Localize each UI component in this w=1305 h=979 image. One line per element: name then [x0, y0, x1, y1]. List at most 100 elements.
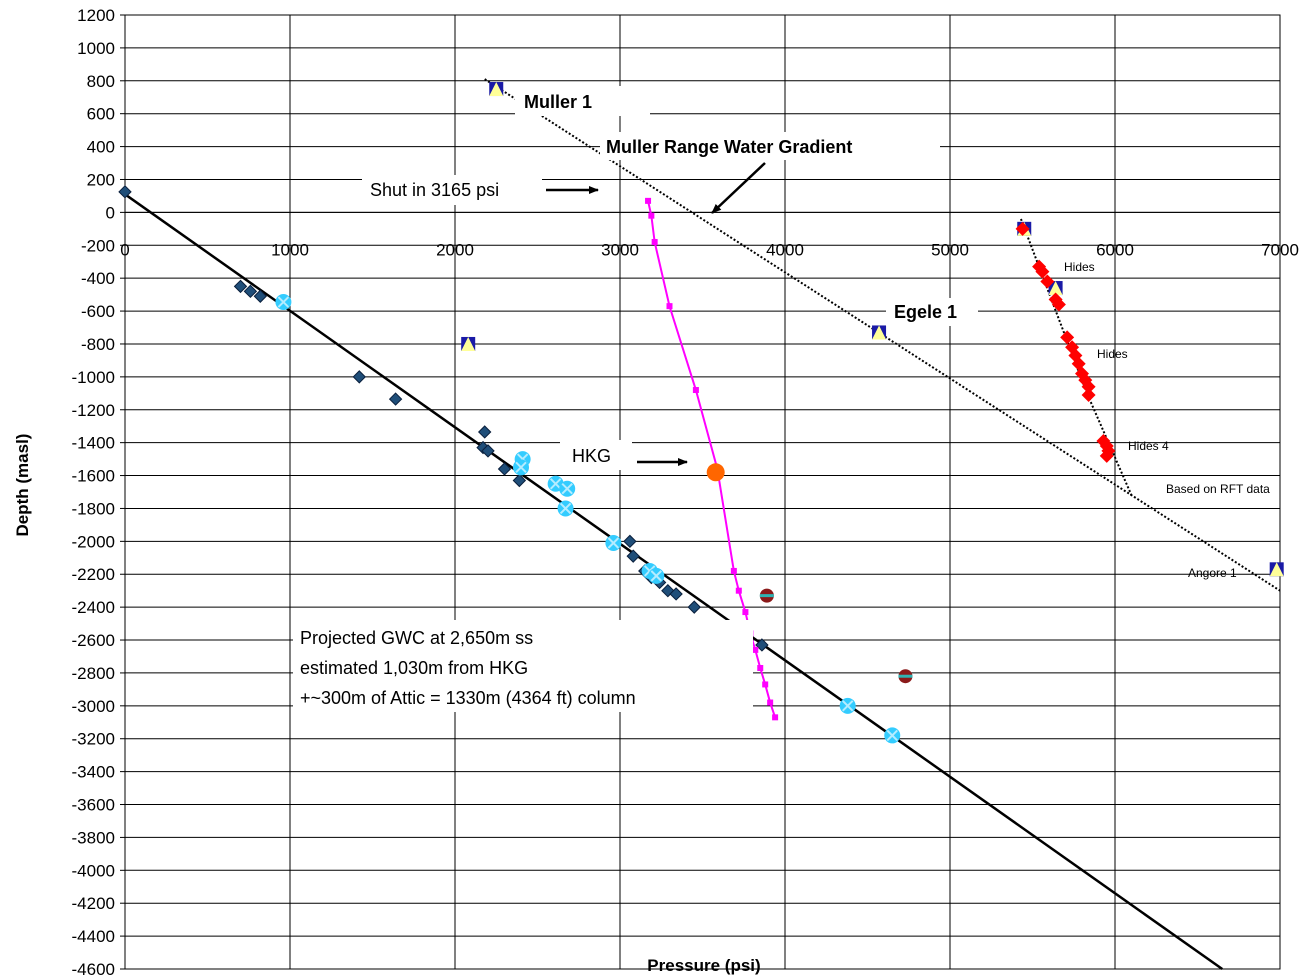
- maroon-circle-point: [898, 669, 913, 684]
- y-tick-label: -400: [81, 269, 115, 288]
- x-tick-label: 6000: [1096, 240, 1134, 259]
- hides-label-1: Hides: [1064, 260, 1095, 274]
- navy-diamond-point: [243, 284, 258, 299]
- magenta-square-point: [651, 238, 658, 245]
- gwc-note-line-2: estimated 1,030m from HKG: [300, 658, 528, 678]
- red-diamond-point: [1099, 448, 1114, 463]
- magenta-square-point: [666, 303, 673, 310]
- y-axis-title: Depth (masl): [13, 434, 32, 537]
- navy-diamond-point: [755, 638, 769, 652]
- navy-diamond-point: [626, 549, 640, 563]
- magenta-square-point: [762, 681, 769, 688]
- x-tick-label: 7000: [1261, 240, 1299, 259]
- x-tick-label: 2000: [436, 240, 474, 259]
- hkg-label-box: HKG: [560, 440, 632, 470]
- egele-label: Egele 1: [894, 302, 957, 322]
- hkg-label: HKG: [572, 446, 611, 466]
- cyan-x-circle-point: [557, 500, 574, 517]
- mrwg-arrow: [711, 162, 766, 214]
- gwc-note-line-3: +~300m of Attic = 1330m (4364 ft) column: [300, 688, 636, 708]
- y-tick-label: -2400: [72, 598, 115, 617]
- y-tick-label: -1200: [72, 401, 115, 420]
- hides-label-2: Hides: [1097, 347, 1128, 361]
- y-tick-label: -3200: [72, 730, 115, 749]
- red-diamond-point: [1051, 297, 1066, 312]
- regional-gradient-line: [124, 193, 1223, 971]
- x-tick-labels: 0 1000 2000 3000 4000 5000 6000 7000: [120, 240, 1299, 259]
- red-diamond-point: [1035, 264, 1050, 279]
- y-tick-label: -3800: [72, 828, 115, 847]
- x-tick-label: 1000: [271, 240, 309, 259]
- magenta-square-point: [742, 609, 749, 616]
- y-tick-label: -2200: [72, 565, 115, 584]
- y-tick-label: 0: [106, 203, 115, 222]
- y-tick-labels: 1200 1000 800 600 400 200 0 -200 -400 -600 -800 -10…: [72, 6, 115, 979]
- y-tick-label: -3600: [72, 796, 115, 815]
- navy-diamond-point: [388, 392, 403, 406]
- red-diamond-point: [1060, 330, 1075, 345]
- y-tick-label: 800: [87, 72, 115, 91]
- rft-label: Based on RFT data: [1166, 482, 1270, 496]
- muller1-label-box: Muller 1: [515, 86, 650, 116]
- angore-label: Angore 1: [1188, 566, 1237, 580]
- y-tick-label: -2600: [72, 631, 115, 650]
- plot-area-border: [124, 14, 1281, 970]
- y-tick-label: -600: [81, 302, 115, 321]
- cyan-x-circle-point: [559, 480, 576, 497]
- muller1-label: Muller 1: [524, 92, 592, 112]
- magenta-square-point: [772, 714, 779, 721]
- y-tick-label: -4200: [72, 894, 115, 913]
- magenta-square-point: [752, 646, 759, 653]
- magenta-square-point: [730, 567, 737, 574]
- data-points: [118, 82, 1284, 744]
- cyan-x-circle-point: [275, 294, 292, 311]
- navy-diamond-point: [352, 370, 367, 384]
- y-tick-label: 1200: [77, 6, 115, 25]
- yellow-triangle-point: [1048, 281, 1063, 296]
- y-tick-label: -4400: [72, 927, 115, 946]
- red-diamond-point: [1081, 379, 1096, 394]
- hides4-label: Hides 4: [1128, 439, 1169, 453]
- red-diamond-point: [1081, 387, 1096, 402]
- x-axis-title: Pressure (psi): [647, 956, 760, 975]
- cyan-x-circle-point: [648, 567, 665, 584]
- y-tick-label: -4600: [72, 960, 115, 979]
- yellow-triangle-point: [872, 325, 887, 340]
- x-tick-label: 0: [120, 240, 129, 259]
- navy-diamond-point: [512, 473, 527, 488]
- cyan-x-circle-point: [839, 697, 856, 714]
- egele-label-box: Egele 1: [886, 298, 978, 326]
- red-diamond-point: [1015, 221, 1030, 236]
- magenta-square-point: [648, 212, 655, 219]
- red-diamond-point: [1040, 274, 1055, 289]
- yellow-triangle-point: [461, 336, 476, 351]
- gwc-note-box: Projected GWC at 2,650m ss estimated 1,0…: [293, 620, 753, 712]
- hkg-orange-point: [706, 463, 725, 482]
- mrwg-label-box: Muller Range Water Gradient: [600, 132, 940, 160]
- y-tick-label: -800: [81, 335, 115, 354]
- maroon-circle-point: [759, 588, 774, 603]
- navy-diamond-point: [481, 444, 495, 458]
- cyan-x-circle-point: [513, 459, 529, 476]
- navy-diamond-point: [687, 600, 701, 614]
- y-tick-label: -2800: [72, 664, 115, 683]
- mrwg-label: Muller Range Water Gradient: [606, 137, 852, 157]
- x-tick-label: 5000: [931, 240, 969, 259]
- y-tick-label: -2000: [72, 532, 115, 551]
- y-tick-label: 200: [87, 170, 115, 189]
- x-tick-label: 4000: [766, 240, 804, 259]
- y-tick-label: -1800: [72, 499, 115, 518]
- gwc-note-line-1: Projected GWC at 2,650m ss: [300, 628, 533, 648]
- shutin-label-box: Shut in 3165 psi: [362, 175, 542, 205]
- navy-diamond-point: [669, 587, 683, 601]
- cyan-x-circle-point: [605, 534, 622, 551]
- magenta-square-point: [735, 587, 742, 594]
- navy-diamond-point: [477, 425, 492, 439]
- navy-diamond-point: [118, 185, 132, 199]
- cyan-x-circle-point: [884, 727, 901, 744]
- magenta-square-point: [692, 387, 699, 394]
- y-tick-label: -1600: [72, 467, 115, 486]
- y-tick-label: -1000: [72, 368, 115, 387]
- magenta-square-point: [767, 699, 774, 706]
